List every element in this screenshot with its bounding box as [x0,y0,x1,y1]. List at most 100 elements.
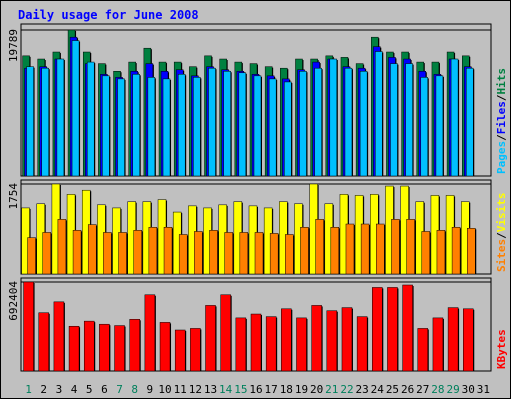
x-tick-label: 31 [477,383,490,396]
x-tick-label: 29 [446,383,459,396]
x-tick-label: 11 [174,383,187,396]
bar-pages-day-8 [132,74,140,177]
bar-pages-day-1 [26,66,34,177]
bar-sites-day-15 [239,232,249,275]
bar-pages-day-17 [268,78,277,177]
panel-hits-files-pages: 19789 Pages/Files/Hits [7,23,508,177]
legend-entry: / [495,232,508,239]
bar-sites-day-22 [345,223,355,275]
x-tick-label: 15 [234,383,247,396]
x-tick-label: 2 [40,383,47,396]
panel-visits-sites: 1754 Sites/Visits [7,179,508,275]
x-tick-label: 13 [204,383,217,396]
x-tick-label: 7 [116,383,123,396]
bar-kbytes-day-29 [447,307,459,372]
x-tick-label: 23 [356,383,369,396]
bar-pages-day-29 [450,58,459,177]
series-pages [26,40,475,177]
legend-entry: Files [495,101,508,134]
bar-kbytes-day-10 [159,322,171,372]
legend-entry: Pages [495,141,508,174]
x-tick-label: 27 [416,383,429,396]
bar-sites-day-21 [330,227,340,275]
x-tick-label: 14 [219,383,233,396]
bar-sites-day-6 [103,232,112,275]
x-tick-label: 26 [401,383,414,396]
bar-sites-day-4 [72,230,82,275]
bar-sites-day-20 [315,219,324,275]
bar-kbytes-day-5 [83,320,95,372]
bar-kbytes-day-24 [372,287,383,372]
bar-pages-day-10 [162,78,171,177]
bar-pages-day-22 [344,67,353,177]
bar-pages-day-12 [193,77,201,177]
bar-sites-day-29 [451,227,461,275]
y-max-label: 19789 [7,29,20,62]
x-tick-label: 3 [56,383,63,396]
bar-sites-day-30 [467,228,476,275]
bar-pages-day-20 [314,67,322,177]
x-tick-label: 24 [371,383,385,396]
bar-pages-day-16 [253,75,262,177]
bar-sites-day-25 [391,219,400,275]
bar-kbytes-day-11 [174,329,186,372]
bar-sites-day-8 [133,230,142,275]
x-tick-label: 30 [462,383,475,396]
legend-entry: KBytes [495,329,508,369]
x-tick-label: 10 [158,383,171,396]
legend-entry: Visits [495,193,508,233]
bar-pages-day-15 [238,72,247,177]
x-tick-label: 6 [101,383,108,396]
legend-entry: Sites [495,239,508,272]
bar-kbytes-day-19 [296,317,307,372]
x-tick-label: 18 [280,383,293,396]
legend-entry: Hits [495,68,508,95]
bar-sites-day-10 [163,227,173,275]
bar-pages-day-14 [223,70,231,177]
x-tick-label: 16 [249,383,262,396]
bar-sites-day-13 [209,230,218,275]
x-tick-label: 25 [386,383,399,396]
bar-pages-day-6 [102,75,110,177]
bar-pages-day-2 [41,67,49,177]
bar-kbytes-day-8 [129,319,140,372]
bar-sites-day-28 [436,230,446,275]
x-axis-labels: 1 2 3 4 5 6 7 8 9 10 11 12 13 14 15 16 17 18 19 20 21 22 23 24 2… [25,383,490,396]
bar-kbytes-day-7 [114,325,125,372]
bar-sites-day-5 [87,224,97,275]
bar-pages-day-5 [86,61,95,177]
bar-sites-day-24 [376,223,385,275]
bar-kbytes-day-18 [281,308,292,372]
bar-kbytes-day-16 [250,313,262,372]
bar-kbytes-day-17 [265,316,277,372]
bar-pages-day-9 [147,77,156,177]
x-tick-label: 28 [431,383,444,396]
bar-sites-day-3 [57,219,67,275]
bar-kbytes-day-25 [387,287,398,372]
bar-sites-day-18 [285,234,294,275]
bar-kbytes-day-4 [68,325,80,372]
legend-hits-files-pages: Pages/Files/Hits [495,68,508,174]
bar-pages-day-11 [177,74,186,177]
bar-kbytes-day-27 [417,328,429,372]
x-tick-label: 4 [71,383,78,396]
bar-sites-day-16 [254,232,264,275]
bar-pages-day-25 [390,63,398,177]
bar-kbytes-day-28 [432,317,444,372]
bar-sites-day-7 [118,232,127,275]
x-tick-label: 20 [310,383,323,396]
bar-kbytes-day-14 [220,294,231,372]
bar-sites-day-17 [269,233,279,275]
panels-layer: 19789Pages/Files/Hits1754Sites/Visits692… [7,23,508,372]
bar-kbytes-day-26 [402,284,413,372]
legend-visits-sites: Sites/Visits [495,193,508,273]
x-tick-label: 21 [325,383,338,396]
bar-sites-day-19 [300,227,309,275]
bar-kbytes-day-6 [99,323,110,372]
legend-kbytes: KBytes [495,329,508,369]
bar-pages-day-13 [208,67,216,177]
bar-sites-day-9 [148,227,158,275]
bar-pages-day-21 [329,58,338,177]
